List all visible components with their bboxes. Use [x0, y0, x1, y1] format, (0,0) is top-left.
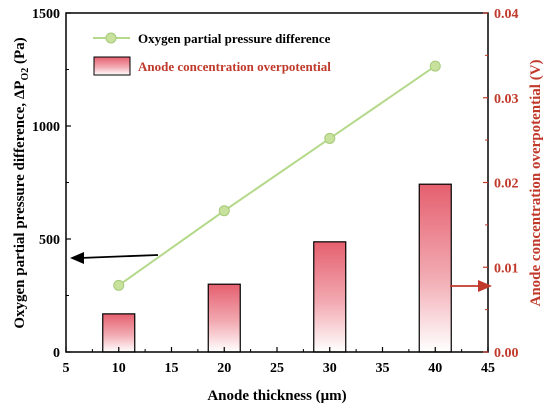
- left-axis-label: Oxygen partial pressure difference, ΔPO2…: [12, 37, 31, 328]
- left-tick-label: 1500: [32, 7, 60, 22]
- right-tick-label: 0.00: [494, 346, 519, 361]
- x-tick-label: 45: [481, 361, 495, 376]
- x-tick-label: 40: [428, 361, 442, 376]
- right-tick-label: 0.04: [494, 7, 519, 22]
- line-point-30: [324, 132, 336, 144]
- legend-bar-label: Anode concentration overpotential: [138, 59, 331, 74]
- left-tick-label: 500: [39, 233, 60, 248]
- legend: Oxygen partial pressure difference Anode…: [93, 31, 331, 76]
- line-point-40: [429, 60, 441, 72]
- line-series: [113, 60, 441, 291]
- left-axis-arrow: [70, 252, 159, 264]
- right-axis-arrow: [450, 280, 492, 292]
- bar-20: [207, 283, 241, 353]
- right-tick-label: 0.02: [494, 177, 519, 192]
- left-axis-label-main: Oxygen partial pressure difference, ΔP: [12, 81, 28, 329]
- bar-series: [102, 183, 452, 353]
- right-tick-label: 0.01: [494, 261, 519, 276]
- x-tick-label: 10: [112, 361, 126, 376]
- x-tick-label: 35: [376, 361, 390, 376]
- left-axis-label-sub: O2: [20, 68, 31, 81]
- left-axis-ticks: 0 500 1000 1500: [32, 7, 71, 361]
- legend-bar-swatch: [93, 56, 131, 76]
- right-axis-ticks: 0.00 0.01 0.02 0.03 0.04: [483, 7, 519, 361]
- left-tick-label: 0: [53, 346, 60, 361]
- left-tick-label: 1000: [32, 120, 60, 135]
- legend-line-label: Oxygen partial pressure difference: [138, 31, 331, 46]
- right-axis-label: Anode concentration overpotential (V): [528, 59, 544, 306]
- bar-40: [418, 183, 452, 353]
- x-axis-ticks: 5 10 15 20 25 30 35 40 45: [63, 347, 495, 376]
- x-tick-label: 20: [217, 361, 231, 376]
- x-tick-label: 30: [323, 361, 337, 376]
- x-axis-label: Anode thickness (μm): [207, 388, 346, 404]
- line-point-20: [218, 205, 230, 217]
- legend-line-marker: [105, 32, 117, 44]
- left-axis-label-unit: (Pa): [12, 37, 28, 67]
- x-tick-label: 15: [165, 361, 179, 376]
- x-tick-label: 25: [270, 361, 284, 376]
- x-tick-label: 5: [63, 361, 70, 376]
- bar-10: [102, 313, 136, 353]
- line-point-10: [113, 279, 125, 291]
- right-tick-label: 0.03: [494, 92, 519, 107]
- bar-30: [313, 241, 347, 353]
- series-line: [118, 65, 436, 287]
